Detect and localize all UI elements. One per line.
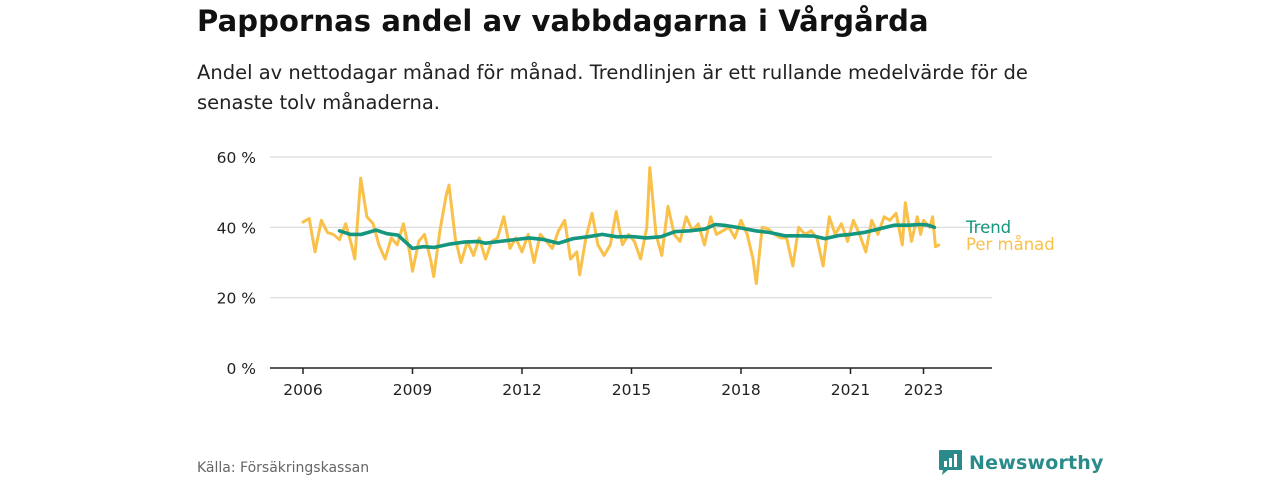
- x-tick-label: 2009: [393, 381, 432, 399]
- y-tick-label: 20 %: [217, 290, 256, 308]
- x-tick-label: 2018: [721, 381, 760, 399]
- x-tick-label: 2023: [904, 381, 943, 399]
- x-tick-label: 2015: [612, 381, 651, 399]
- bar-chart-logo-icon: [939, 450, 962, 475]
- source-note: Källa: Försäkringskassan: [197, 460, 370, 476]
- chart-subtitle: Andel av nettodagar månad för månad. Tre…: [197, 61, 1028, 114]
- y-tick-label: 60 %: [217, 149, 256, 167]
- brand-name: Newsworthy: [969, 451, 1104, 474]
- legend-label-trend: Trend: [965, 218, 1011, 237]
- chart-title: Pappornas andel av vabbdagarna i Vårgård…: [197, 4, 929, 38]
- legend-label-monthly: Per månad: [966, 235, 1055, 254]
- x-tick-label: 2021: [831, 381, 870, 399]
- y-tick-label: 40 %: [217, 219, 256, 237]
- y-tick-label: 0 %: [226, 360, 256, 378]
- trend-line: [337, 222, 937, 251]
- monthly-line: [301, 166, 941, 286]
- x-tick-label: 2012: [502, 381, 541, 399]
- brand-logo[interactable]: Newsworthy: [938, 449, 1104, 476]
- x-tick-label: 2006: [283, 381, 322, 399]
